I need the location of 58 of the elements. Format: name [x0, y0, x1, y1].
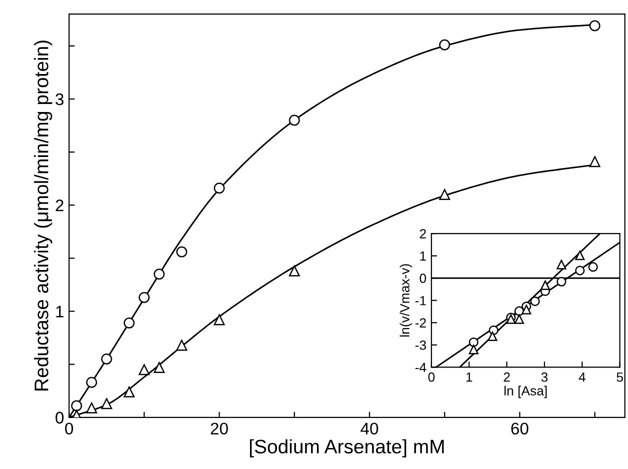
- point: [214, 182, 225, 194]
- point: [154, 362, 165, 374]
- y-tick-label: 0: [420, 274, 426, 284]
- y-tick-label: -4: [415, 362, 426, 372]
- point: [101, 354, 112, 365]
- point: [288, 265, 300, 276]
- y-tick-label: 0: [56, 412, 64, 424]
- y-tick-label: 3: [56, 93, 64, 106]
- point: [556, 276, 566, 286]
- x-tick-label: 1: [466, 372, 472, 382]
- point: [124, 386, 135, 398]
- point: [86, 402, 98, 414]
- point: [468, 337, 478, 348]
- point: [439, 39, 450, 50]
- point: [214, 314, 225, 326]
- y-tick-label: -2: [415, 318, 426, 328]
- x-tick-label: 5: [616, 372, 623, 382]
- point: [540, 280, 550, 290]
- point: [124, 317, 135, 328]
- y-axis-title: ln(v/Vmax-v): [400, 264, 412, 337]
- x-axis-title: [Sodium Arsenate] mM: [250, 439, 444, 458]
- point: [154, 268, 165, 280]
- y-tick-label: -1: [415, 296, 426, 306]
- y-tick-label: 1: [56, 306, 64, 318]
- x-tick-label: 20: [210, 422, 228, 435]
- point: [575, 266, 585, 276]
- point: [488, 331, 498, 342]
- x-tick-label: 3: [541, 372, 548, 382]
- point: [530, 296, 540, 306]
- x-tick-label: 40: [360, 422, 378, 435]
- point: [514, 314, 524, 324]
- x-tick-label: 4: [578, 372, 586, 382]
- y-tick-label: 2: [420, 229, 426, 238]
- point: [101, 398, 112, 410]
- point: [86, 376, 98, 388]
- point: [439, 189, 450, 200]
- point: [589, 156, 600, 168]
- point: [468, 344, 478, 354]
- point: [522, 304, 532, 314]
- y-tick-label: 1: [420, 252, 426, 261]
- point: [176, 246, 188, 258]
- point: [138, 292, 150, 303]
- point: [138, 364, 150, 376]
- y-tick-label: 2: [56, 200, 64, 212]
- x-tick-label: 60: [511, 422, 528, 435]
- x-tick-label: 2: [504, 372, 510, 382]
- point: [176, 340, 188, 351]
- x-axis-title: ln [Asa]: [504, 386, 547, 398]
- y-axis-title: Reductase activity (μmol/min/mg protein): [34, 40, 52, 390]
- point: [556, 260, 566, 270]
- x-tick-label: 0: [65, 422, 74, 435]
- point: [288, 114, 300, 126]
- point: [71, 400, 82, 412]
- point: [589, 20, 600, 32]
- y-tick-label: -3: [415, 340, 426, 350]
- point: [588, 262, 598, 272]
- x-tick-label: 0: [428, 372, 435, 382]
- point: [575, 250, 585, 260]
